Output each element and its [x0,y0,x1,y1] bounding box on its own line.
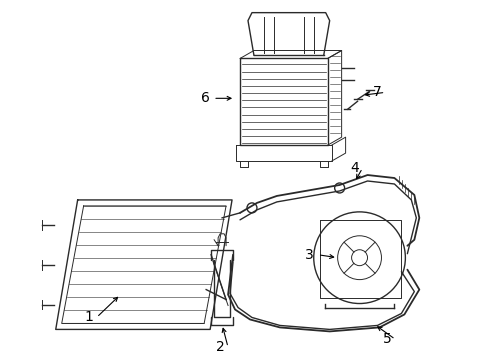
Text: 6: 6 [201,91,210,105]
Text: 7: 7 [373,85,382,99]
Text: 2: 2 [216,340,224,354]
Text: 4: 4 [350,161,359,175]
Text: 3: 3 [305,248,314,262]
Text: 1: 1 [84,310,93,324]
Text: 5: 5 [383,332,392,346]
